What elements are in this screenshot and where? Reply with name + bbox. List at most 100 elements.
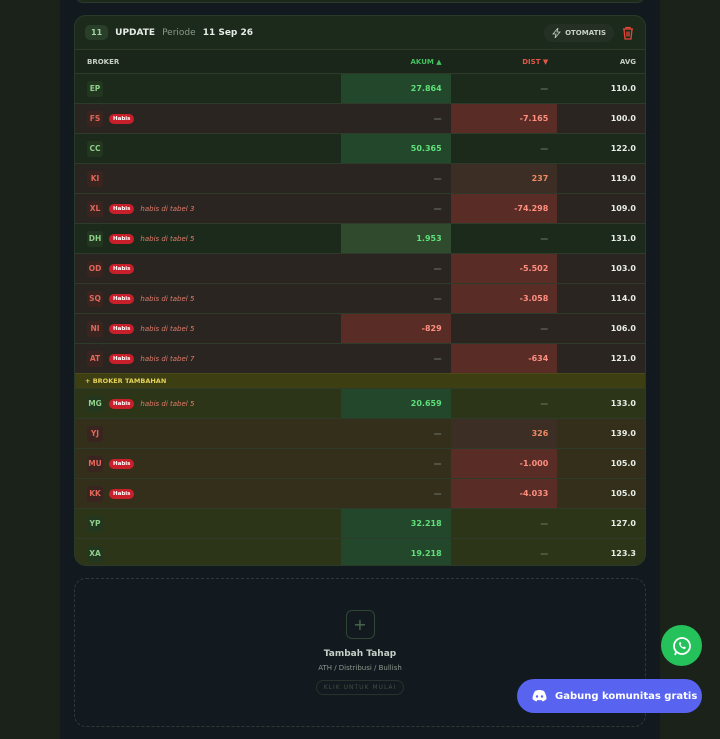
- habis-note: habis di tabel 5: [140, 399, 195, 408]
- whatsapp-button[interactable]: [661, 625, 702, 666]
- add-subtitle: ATH / Distribusi / Bullish: [318, 664, 402, 672]
- add-title: Tambah Tahap: [323, 649, 397, 659]
- broker-cell: CC: [75, 134, 341, 163]
- habis-note: habis di tabel 5: [140, 324, 195, 333]
- stage-label: UPDATE: [115, 27, 156, 38]
- akum-cell: 27.864: [341, 74, 451, 103]
- dist-cell: -3.058: [450, 284, 558, 313]
- col-header: AVG: [619, 57, 636, 66]
- broker-cell: YP: [75, 509, 341, 538]
- broker-code: OD: [87, 260, 103, 277]
- akum-cell: —: [433, 204, 442, 213]
- dist-cell: -74.298: [450, 194, 558, 223]
- akum-cell: —: [433, 459, 442, 468]
- broker-cell: NI Habis habis di tabel 5: [75, 314, 341, 343]
- col-header[interactable]: DIST ▼: [522, 57, 549, 66]
- broker-code: DH: [87, 230, 103, 247]
- table-row: DH Habis habis di tabel 5 1.953 — 131.0: [75, 223, 645, 253]
- avg-cell: 100.0: [610, 114, 636, 123]
- mode-button[interactable]: OTOMATIS: [544, 23, 614, 42]
- dist-cell: -4.033: [450, 479, 558, 508]
- dist-cell: —: [540, 549, 549, 558]
- habis-badge: Habis: [109, 263, 135, 274]
- dist-cell: —: [540, 234, 549, 243]
- akum-cell: —: [433, 429, 442, 438]
- broker-code: CC: [87, 140, 103, 157]
- broker-code: YP: [87, 515, 103, 532]
- broker-code: MG: [87, 395, 103, 412]
- habis-badge: Habis: [109, 203, 135, 214]
- table-row: OD Habis — -5.502 103.0: [75, 253, 645, 283]
- broker-code: XA: [87, 545, 103, 562]
- akum-cell: —: [433, 114, 442, 123]
- akum-cell: 50.365: [341, 134, 451, 163]
- avg-cell: 105.0: [610, 489, 636, 498]
- table-row: SQ Habis habis di tabel 5 — -3.058 114.0: [75, 283, 645, 313]
- broker-code: FS: [87, 110, 103, 127]
- avg-cell: 123.3: [610, 549, 636, 558]
- akum-cell: —: [433, 354, 442, 363]
- broker-code: NI: [87, 320, 103, 337]
- delete-button[interactable]: [621, 26, 635, 40]
- table-row: NI Habis habis di tabel 5 -829 — 106.0: [75, 313, 645, 343]
- habis-badge: Habis: [109, 398, 135, 409]
- broker-cell: MG Habis habis di tabel 5: [75, 389, 341, 418]
- akum-cell: -829: [341, 314, 451, 343]
- add-action[interactable]: KLIK UNTUK MULAI: [315, 680, 405, 695]
- broker-cell: AT Habis habis di tabel 7: [75, 344, 341, 373]
- avg-cell: 109.0: [610, 204, 636, 213]
- col-header[interactable]: AKUM ▲: [410, 57, 442, 66]
- broker-code: AT: [87, 350, 103, 367]
- avg-cell: 122.0: [610, 144, 636, 153]
- habis-badge: Habis: [109, 353, 135, 364]
- broker-code: MU: [87, 455, 103, 472]
- plus-icon: +: [345, 610, 375, 639]
- table-row: KK Habis — -4.033 105.0: [75, 478, 645, 508]
- habis-note: habis di tabel 5: [140, 294, 195, 303]
- dist-cell: 237: [450, 164, 558, 193]
- avg-cell: 133.0: [610, 399, 636, 408]
- table-row: EP 27.864 — 110.0: [75, 73, 645, 103]
- akum-cell: —: [433, 294, 442, 303]
- akum-cell: 19.218: [341, 539, 451, 565]
- broker-cell: OD Habis: [75, 254, 341, 283]
- akum-cell: 1.953: [341, 224, 451, 253]
- stage-card: 11 UPDATE Periode 11 Sep 26 OTOMATIS BRO…: [74, 15, 646, 566]
- avg-cell: 105.0: [610, 459, 636, 468]
- avg-cell: 103.0: [610, 264, 636, 273]
- step-badge: 11: [85, 25, 109, 40]
- broker-cell: MU Habis: [75, 449, 341, 478]
- dist-cell: —: [540, 144, 549, 153]
- add-stage[interactable]: + Tambah Tahap ATH / Distribusi / Bullis…: [74, 578, 646, 727]
- table-row: CC 50.365 — 122.0: [75, 133, 645, 163]
- table-row: XA 19.218 — 123.3: [75, 538, 645, 565]
- habis-note: habis di tabel 5: [140, 234, 195, 243]
- community-button[interactable]: Gabung komunitas gratis: [517, 679, 702, 713]
- community-label: Gabung komunitas gratis: [555, 690, 698, 702]
- habis-badge: Habis: [109, 293, 135, 304]
- table-row: AT Habis habis di tabel 7 — -634 121.0: [75, 343, 645, 373]
- card-header: 11 UPDATE Periode 11 Sep 26 OTOMATIS: [75, 16, 645, 49]
- avg-cell: 139.0: [610, 429, 636, 438]
- dist-cell: -1.000: [450, 449, 558, 478]
- broker-cell: KI: [75, 164, 341, 193]
- avg-cell: 119.0: [610, 174, 636, 183]
- broker-cell: FS Habis: [75, 104, 341, 133]
- table-row: MG Habis habis di tabel 5 20.659 — 133.0: [75, 388, 645, 418]
- broker-code: KK: [87, 485, 103, 502]
- habis-badge: Habis: [109, 233, 135, 244]
- akum-cell: 20.659: [341, 389, 451, 418]
- broker-cell: YJ: [75, 419, 341, 448]
- broker-code: SQ: [87, 290, 103, 307]
- avg-cell: 121.0: [610, 354, 636, 363]
- table-row: YJ — 326 139.0: [75, 418, 645, 448]
- table-row: XL Habis habis di tabel 3 — -74.298 109.0: [75, 193, 645, 223]
- broker-cell: EP: [75, 74, 341, 103]
- dist-cell: —: [540, 324, 549, 333]
- habis-note: habis di tabel 7: [140, 354, 195, 363]
- broker-cell: XA: [75, 539, 341, 565]
- akum-cell: —: [433, 489, 442, 498]
- habis-note: habis di tabel 3: [140, 204, 195, 213]
- table-row: FS Habis — -7.165 100.0: [75, 103, 645, 133]
